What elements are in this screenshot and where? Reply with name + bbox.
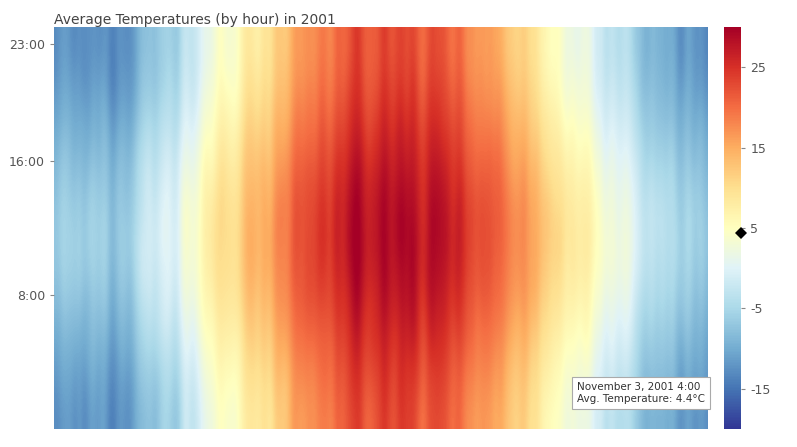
Text: Average Temperatures (by hour) in 2001: Average Temperatures (by hour) in 2001 bbox=[54, 13, 336, 27]
Text: November 3, 2001 4:00
Avg. Temperature: 4.4°C: November 3, 2001 4:00 Avg. Temperature: … bbox=[577, 382, 705, 404]
